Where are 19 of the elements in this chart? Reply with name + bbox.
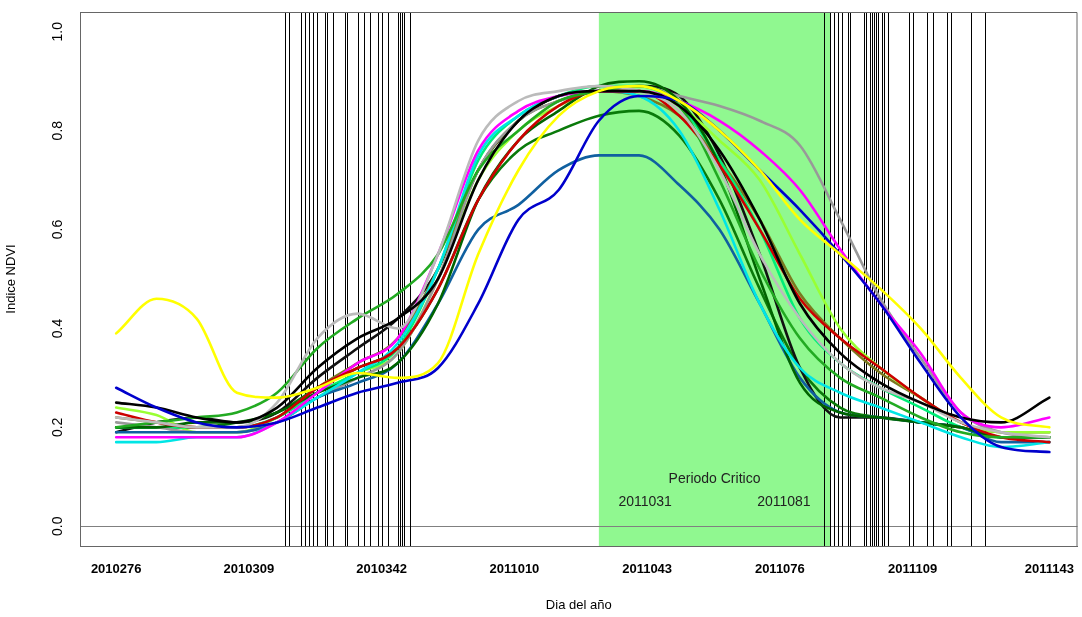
y-tick-label: 0.0 [48,516,65,536]
y-tick-label: 0.2 [48,417,65,438]
y-tick-label: 0.6 [48,219,65,240]
annotation: 2011031 [618,492,673,509]
y-axis-title: Indice NDVI [3,244,19,314]
x-tick-label: 2011010 [489,561,540,577]
x-tick-label: 2010309 [223,561,275,577]
annotation: 2011081 [757,492,811,509]
y-tick-label: 0.4 [48,318,65,339]
band-label: Periodo Critico [668,469,761,486]
x-tick-label: 2010342 [356,561,407,577]
y-tick-label: 0.8 [48,120,65,141]
x-axis-title: Dia del año [545,596,612,612]
y-tick-label: 1.0 [48,21,65,42]
x-tick-label: 2011043 [622,561,673,577]
x-tick-label: 2011143 [1024,561,1074,577]
x-tick-label: 2011109 [888,561,938,577]
x-tick-label: 2010276 [90,561,142,577]
x-tick-label: 2011076 [754,561,805,577]
